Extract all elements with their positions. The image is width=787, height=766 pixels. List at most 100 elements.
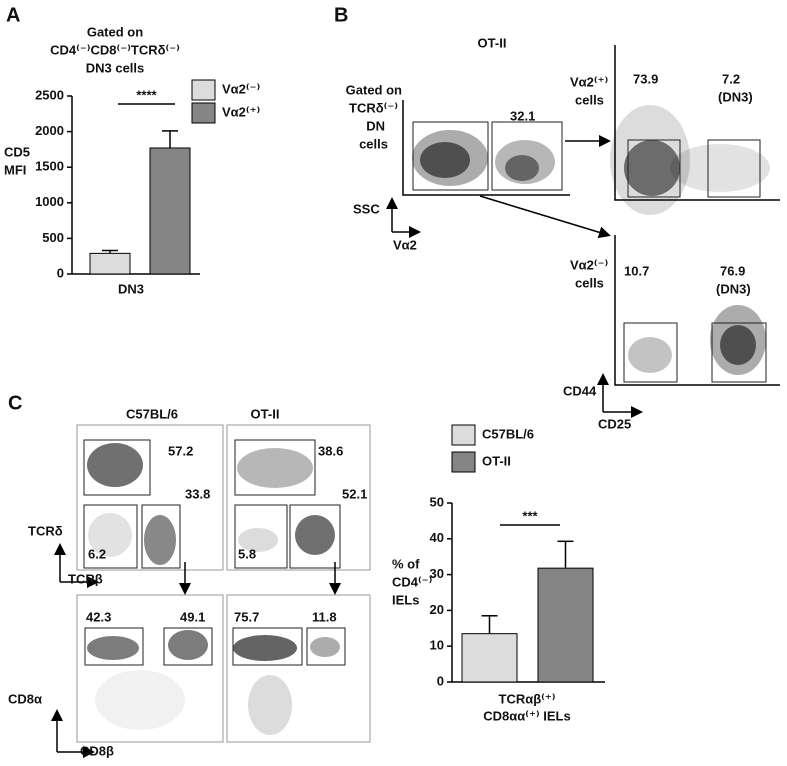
chart-title: DN3 cells <box>86 60 145 75</box>
significance-label: *** <box>522 508 538 523</box>
gate-value: 6.2 <box>88 546 106 561</box>
gate <box>306 627 346 666</box>
plot-axes <box>614 235 780 386</box>
y-tick-label: 10 <box>430 638 444 653</box>
panel-letter: C <box>8 392 22 414</box>
y-tick-label: 1500 <box>35 159 64 174</box>
gate-value: 10.7 <box>624 263 649 278</box>
y-tick-label: 2000 <box>35 123 64 138</box>
gate <box>627 139 681 198</box>
gate <box>289 504 341 569</box>
gate-value: 76.9 <box>720 263 745 278</box>
gate-value: 33.8 <box>185 486 210 501</box>
gate <box>711 322 767 383</box>
gate <box>84 627 144 666</box>
gate-value: 73.9 <box>633 71 658 86</box>
x-axis-label: TCRαβ⁽⁺⁾ <box>499 691 556 706</box>
chart-title: CD4⁽⁻⁾CD8⁽⁻⁾TCRδ⁽⁻⁾ <box>50 42 180 57</box>
title: OT-II <box>478 35 507 50</box>
population-label: cells <box>575 275 604 290</box>
plot-frame <box>76 594 224 743</box>
y-tick-label: 40 <box>430 530 444 545</box>
gate-value: 75.7 <box>234 609 259 624</box>
bar <box>461 633 518 683</box>
y-tick-label: 500 <box>42 230 64 245</box>
gate-value: (DN3) <box>718 89 753 104</box>
gate-value: 52.1 <box>342 486 367 501</box>
y-axis-label: IELs <box>392 592 419 607</box>
panel-letter: B <box>334 4 348 26</box>
bar <box>149 147 191 275</box>
axis-label: Vα2 <box>393 237 417 252</box>
gate-value: 57.2 <box>168 443 193 458</box>
legend-swatch <box>191 102 216 124</box>
gate-label: TCRδ⁽⁻⁾ <box>349 100 398 115</box>
legend-swatch <box>451 451 476 473</box>
gate-value: 32.1 <box>510 108 535 123</box>
y-axis-label: % of <box>392 556 420 571</box>
y-tick-label: 1000 <box>35 194 64 209</box>
axis-label: CD44 <box>563 383 597 398</box>
axis-label: SSC <box>353 201 380 216</box>
arrow <box>479 195 611 239</box>
chart-title: Gated on <box>87 24 143 39</box>
gate-value: 5.8 <box>238 546 256 561</box>
legend-label: Vα2⁽⁻⁾ <box>222 81 260 96</box>
y-tick-label: 0 <box>437 673 444 688</box>
gate-value: 7.2 <box>722 71 740 86</box>
cell-cloud <box>87 443 340 735</box>
gate-value: (DN3) <box>716 281 751 296</box>
gate-label: cells <box>359 136 388 151</box>
y-tick-label: 50 <box>430 494 444 509</box>
population-label: Vα2⁽⁻⁾ <box>570 257 608 272</box>
legend-swatch <box>191 79 216 101</box>
y-tick-label: 20 <box>430 602 444 617</box>
gate <box>83 439 151 496</box>
legend-swatch <box>451 424 476 446</box>
y-tick-label: 30 <box>430 566 444 581</box>
gate <box>412 121 489 191</box>
gate-value: 38.6 <box>318 443 343 458</box>
gate-value: 11.8 <box>312 609 337 624</box>
axis-label: CD8β <box>80 743 114 758</box>
cell-cloud <box>412 130 555 186</box>
gate <box>163 627 213 666</box>
legend-label: C57BL/6 <box>482 426 534 441</box>
axis-label: CD8α <box>8 691 42 706</box>
y-axis-label: CD4⁽⁻⁾ <box>392 574 433 589</box>
gate <box>491 121 563 191</box>
axis-label: TCRβ <box>68 571 103 586</box>
panel-letter: A <box>6 4 20 26</box>
significance-label: **** <box>136 87 157 102</box>
axis-label: CD25 <box>598 416 631 431</box>
panel-c-flow: C57BL/6 OT-II 57.2 33.8 6.2 38.6 52.1 5.… <box>8 406 371 758</box>
bar <box>89 252 131 275</box>
gate <box>234 504 288 569</box>
x-tick-label: DN3 <box>118 281 144 296</box>
gate-value: 49.1 <box>180 609 205 624</box>
y-axis-label: CD5 <box>4 144 30 159</box>
legend-label: OT-II <box>482 453 511 468</box>
column-title: C57BL/6 <box>126 406 178 421</box>
x-axis-label: CD8αα⁽⁺⁾ IELs <box>483 708 570 723</box>
column-title: OT-II <box>251 406 280 421</box>
plot-axes <box>614 45 780 201</box>
panel-b: OT-II Gated on TCRδ⁽⁻⁾ DN cells 32.1 SSC… <box>346 35 780 431</box>
gate <box>141 504 181 569</box>
bar <box>537 567 594 683</box>
y-tick-label: 0 <box>57 265 64 280</box>
population-label: Vα2⁽⁺⁾ <box>570 74 608 89</box>
gate <box>83 504 138 569</box>
gate <box>232 627 303 666</box>
y-tick-label: 2500 <box>35 87 64 102</box>
gate-label: Gated on <box>346 82 402 97</box>
gate-label: DN <box>366 118 385 133</box>
gate-value: 42.3 <box>86 609 111 624</box>
gate <box>623 322 678 383</box>
legend-label: Vα2⁽⁺⁾ <box>222 104 260 119</box>
plot-axes <box>402 100 570 196</box>
cell-cloud <box>610 105 770 215</box>
y-axis-label: MFI <box>4 162 26 177</box>
gate <box>707 139 761 198</box>
